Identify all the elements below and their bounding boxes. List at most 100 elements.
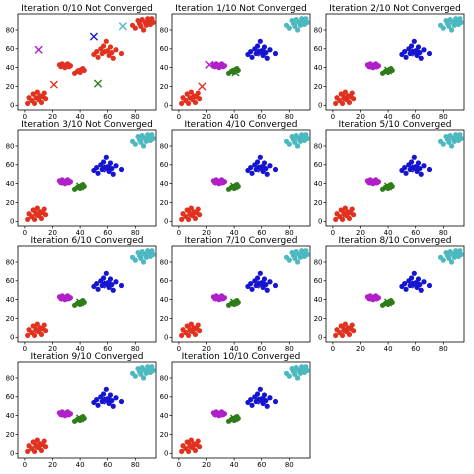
data-point bbox=[403, 54, 409, 60]
y-tick-label: 20 bbox=[314, 199, 323, 207]
x-tick-label: 80 bbox=[439, 345, 448, 353]
centroid-marker bbox=[214, 177, 224, 186]
data-point bbox=[25, 216, 31, 223]
panel-title: Iteration 9/10 Converged bbox=[31, 352, 144, 362]
data-point bbox=[272, 398, 279, 405]
data-point bbox=[100, 275, 107, 281]
x-tick-label: 80 bbox=[439, 113, 448, 121]
data-point bbox=[418, 171, 424, 177]
data-point bbox=[140, 143, 147, 149]
plot-frame bbox=[17, 129, 157, 227]
data-point bbox=[346, 331, 353, 338]
centroid-stroke bbox=[342, 325, 351, 334]
data-point bbox=[421, 279, 427, 285]
x-tick-label: 20 bbox=[356, 229, 365, 237]
data-point bbox=[107, 392, 114, 398]
y-tick-label: 40 bbox=[6, 296, 15, 304]
y-tick-label: 0 bbox=[164, 218, 168, 226]
data-point bbox=[408, 43, 415, 49]
data-point bbox=[286, 141, 292, 147]
x-tick-label: 40 bbox=[384, 113, 393, 121]
centroid-marker bbox=[93, 79, 103, 88]
plot-frame bbox=[171, 245, 311, 343]
x-tick-label: 40 bbox=[76, 113, 85, 121]
data-point bbox=[249, 170, 255, 176]
centroid-stroke bbox=[342, 93, 351, 102]
panel-title: Iteration 7/10 Converged bbox=[185, 236, 298, 246]
centroid-marker bbox=[342, 93, 351, 102]
centroid-stroke bbox=[139, 134, 148, 143]
data-point bbox=[304, 367, 310, 374]
data-point bbox=[30, 439, 36, 445]
y-tick-label: 0 bbox=[164, 102, 168, 110]
y-tick-label: 40 bbox=[314, 180, 323, 188]
data-point bbox=[294, 375, 301, 381]
y-tick-label: 20 bbox=[6, 315, 15, 323]
data-point bbox=[418, 287, 424, 293]
data-point bbox=[417, 165, 423, 172]
data-point bbox=[249, 286, 255, 292]
x-tick-label: 20 bbox=[202, 461, 211, 469]
data-point bbox=[38, 331, 45, 338]
data-point bbox=[264, 171, 270, 177]
data-point bbox=[338, 323, 344, 329]
centroid-stroke bbox=[230, 182, 239, 191]
y-tick-label: 60 bbox=[160, 161, 169, 169]
data-point bbox=[113, 395, 119, 401]
data-point bbox=[267, 47, 273, 53]
x-tick-label: 60 bbox=[257, 229, 266, 237]
data-point bbox=[195, 438, 201, 444]
data-point bbox=[179, 216, 185, 223]
centroid-stroke bbox=[447, 134, 456, 143]
centroid-stroke bbox=[293, 366, 302, 375]
data-point bbox=[403, 170, 409, 176]
y-tick-label: 20 bbox=[314, 83, 323, 91]
x-tick-label: 40 bbox=[384, 229, 393, 237]
data-point bbox=[286, 257, 292, 263]
data-point bbox=[235, 183, 241, 190]
data-point bbox=[34, 205, 40, 211]
data-point bbox=[184, 439, 190, 445]
centroid-stroke bbox=[230, 414, 239, 423]
data-point bbox=[25, 448, 31, 455]
data-point bbox=[150, 19, 156, 26]
y-tick-label: 20 bbox=[6, 83, 15, 91]
data-point bbox=[292, 23, 298, 29]
data-point bbox=[41, 90, 47, 96]
data-point bbox=[333, 216, 339, 223]
panel-title: Iteration 1/10 Not Converged bbox=[175, 4, 307, 14]
centroid-marker bbox=[368, 293, 378, 302]
panel-1: Iteration 1/10 Not Converged 0 20 40 60 80 0 20… bbox=[160, 4, 311, 121]
data-point bbox=[254, 275, 261, 281]
data-point bbox=[257, 270, 263, 276]
data-point bbox=[81, 415, 87, 422]
data-point bbox=[195, 90, 201, 96]
y-tick-label: 20 bbox=[6, 431, 15, 439]
data-point bbox=[118, 166, 125, 173]
x-tick-label: 80 bbox=[131, 345, 140, 353]
centroid-stroke bbox=[231, 68, 240, 77]
x-tick-label: 40 bbox=[384, 345, 393, 353]
x-tick-label: 60 bbox=[257, 345, 266, 353]
centroid-marker bbox=[103, 164, 112, 173]
centroid-stroke bbox=[76, 414, 85, 423]
data-point bbox=[185, 332, 192, 339]
data-point bbox=[257, 38, 263, 44]
centroid-stroke bbox=[368, 177, 378, 186]
centroid-stroke bbox=[257, 48, 266, 57]
centroid-stroke bbox=[384, 182, 393, 191]
data-point bbox=[402, 165, 408, 171]
centroid-marker bbox=[257, 48, 266, 57]
centroid-stroke bbox=[293, 18, 302, 27]
data-point bbox=[192, 99, 199, 106]
data-point bbox=[184, 91, 190, 97]
data-point bbox=[103, 154, 109, 160]
y-tick-label: 20 bbox=[160, 199, 169, 207]
x-tick-label: 80 bbox=[131, 113, 140, 121]
data-point bbox=[458, 251, 464, 258]
data-point bbox=[261, 276, 268, 282]
centroid-marker bbox=[60, 293, 70, 302]
centroid-stroke bbox=[447, 250, 456, 259]
data-point bbox=[375, 179, 382, 185]
data-point bbox=[95, 286, 101, 292]
